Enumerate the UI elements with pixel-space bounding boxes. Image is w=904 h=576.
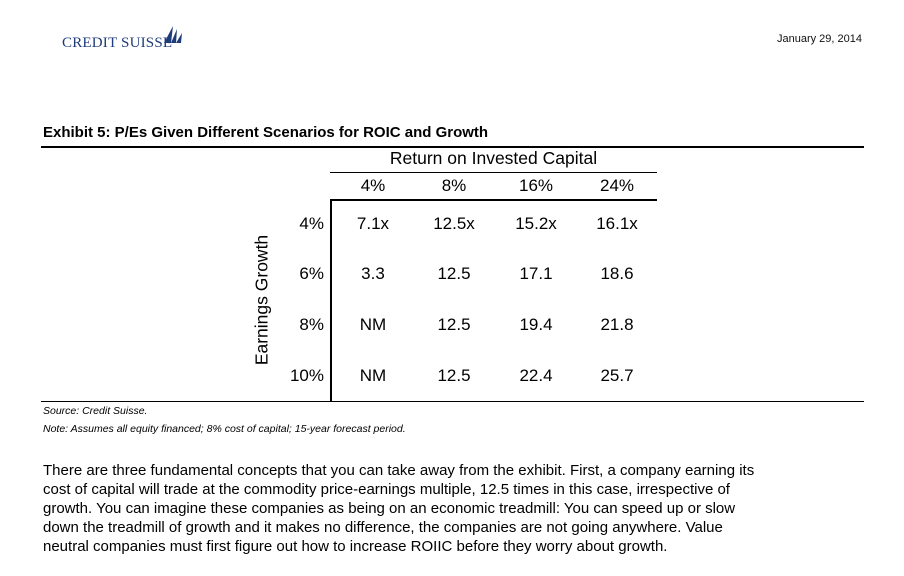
- exhibit-note: Note: Assumes all equity financed; 8% co…: [43, 423, 406, 435]
- exhibit-title: Exhibit 5: P/Es Given Different Scenario…: [43, 124, 489, 141]
- exhibit-source: Source: Credit Suisse.: [43, 405, 148, 417]
- paragraph-line: neutral companies must first figure out …: [43, 538, 668, 555]
- row-label-divider: [330, 199, 332, 401]
- table-cell: 7.1x: [356, 214, 390, 233]
- table-cell: 18.6: [600, 264, 634, 283]
- column-header: 24%: [599, 176, 635, 195]
- table-cell: 12.5: [437, 315, 471, 334]
- body-paragraph: There are three fundamental concepts tha…: [43, 461, 858, 556]
- paragraph-line: growth. You can imagine these companies …: [43, 500, 736, 517]
- table-bottom-rule: [41, 401, 864, 402]
- column-group-rule: [330, 172, 657, 173]
- paragraph-line: There are three fundamental concepts tha…: [43, 462, 755, 479]
- table-cell: 15.2x: [515, 214, 557, 233]
- table-cell: 12.5x: [433, 214, 475, 233]
- table-cell: 3.3: [361, 264, 385, 283]
- column-header: 16%: [518, 176, 554, 195]
- title-rule: [41, 146, 864, 148]
- logo-wordmark: CREDIT SUISSE: [62, 35, 173, 51]
- paragraph-line: cost of capital will trade at the commod…: [43, 481, 730, 498]
- column-group-label: Return on Invested Capital: [389, 148, 598, 168]
- table-cell: NM: [359, 315, 387, 334]
- table-cell: 12.5: [437, 264, 471, 283]
- row-label: 4%: [299, 214, 324, 233]
- row-label: 8%: [299, 315, 324, 334]
- table-cell: NM: [359, 366, 387, 385]
- column-header-rule: [330, 199, 657, 201]
- column-header: 8%: [441, 176, 467, 195]
- row-label: 10%: [289, 366, 324, 385]
- table-cell: 16.1x: [596, 214, 638, 233]
- table-cell: 17.1: [519, 264, 553, 283]
- row-label: 6%: [299, 264, 324, 283]
- column-header: 4%: [360, 176, 386, 195]
- table-cell: 21.8: [600, 315, 634, 334]
- sails-icon: [164, 26, 182, 43]
- paragraph-line: down the treadmill of growth and it make…: [43, 519, 723, 536]
- table-cell: 22.4: [519, 366, 553, 385]
- document-date: January 29, 2014: [776, 33, 862, 45]
- table-cell: 12.5: [437, 366, 471, 385]
- table-cell: 25.7: [600, 366, 634, 385]
- table-cell: 19.4: [519, 315, 553, 334]
- row-group-label: Earnings Growth: [251, 234, 272, 366]
